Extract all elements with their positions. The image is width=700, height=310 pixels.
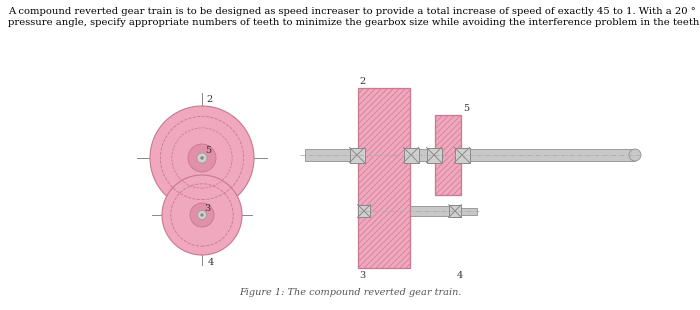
Bar <box>358 205 370 217</box>
Text: Figure 1: The compound reverted gear train.: Figure 1: The compound reverted gear tra… <box>239 288 461 297</box>
Text: 3: 3 <box>204 204 210 213</box>
Bar <box>461 149 635 161</box>
Bar <box>305 149 358 161</box>
Circle shape <box>190 203 214 227</box>
Text: pressure angle, specify appropriate numbers of teeth to minimize the gearbox siz: pressure angle, specify appropriate numb… <box>8 18 700 27</box>
Text: A compound reverted gear train is to be designed as speed increaser to provide a: A compound reverted gear train is to be … <box>8 7 696 16</box>
Circle shape <box>200 157 204 160</box>
Bar <box>457 207 477 215</box>
Bar <box>426 148 442 162</box>
Bar <box>449 205 461 217</box>
Bar <box>403 148 419 162</box>
Circle shape <box>201 214 203 216</box>
Circle shape <box>162 175 242 255</box>
Text: 4: 4 <box>208 258 214 267</box>
Bar <box>435 115 461 195</box>
Text: 5: 5 <box>205 146 211 155</box>
Text: 5: 5 <box>463 104 469 113</box>
Text: 2: 2 <box>206 95 212 104</box>
Text: 2: 2 <box>359 77 365 86</box>
Text: 4: 4 <box>457 271 463 280</box>
Text: 3: 3 <box>359 271 365 280</box>
Bar <box>410 149 435 161</box>
Bar <box>362 206 457 216</box>
Bar <box>349 148 365 162</box>
Circle shape <box>197 153 207 163</box>
Circle shape <box>150 106 254 210</box>
Circle shape <box>629 149 641 161</box>
Bar <box>454 148 470 162</box>
Circle shape <box>188 144 216 172</box>
Bar <box>358 88 410 268</box>
Circle shape <box>197 210 206 219</box>
